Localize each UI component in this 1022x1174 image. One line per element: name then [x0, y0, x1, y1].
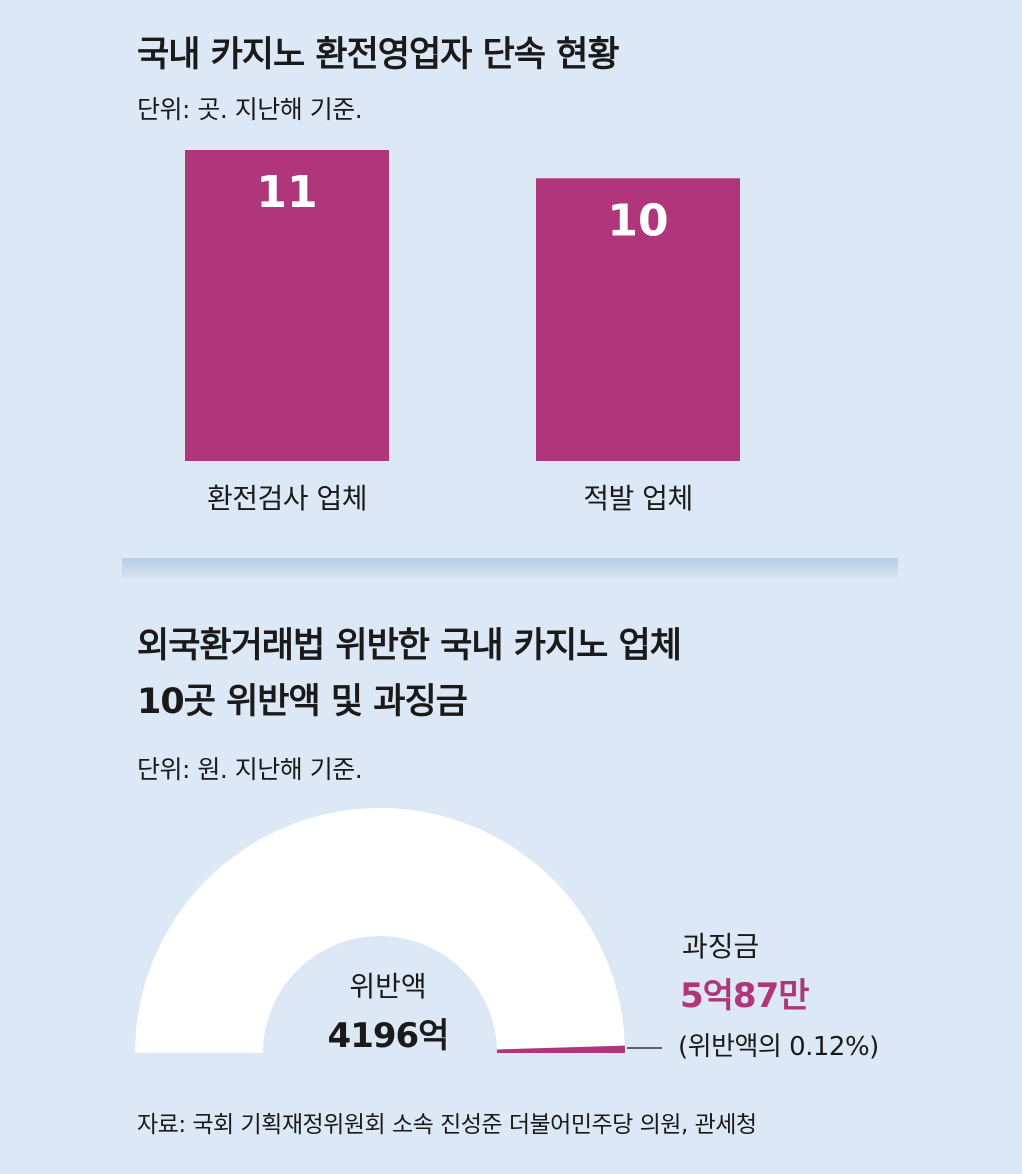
bar-value-label-1: 11	[256, 167, 317, 218]
bar-2	[536, 178, 740, 462]
donut-chart-title-line-1: 외국환거래법 위반한 국내 카지노 업체	[137, 626, 682, 666]
source-note: 자료: 국회 기획재정위원회 소속 진성준 더불어민주당 의원, 관세청	[137, 1112, 757, 1138]
bar-chart-title: 국내 카지노 환전영업자 단속 현황	[137, 35, 620, 75]
bar-chart: 11 환전검사 업체 10 적발 업체	[185, 150, 740, 515]
bar-1	[185, 150, 389, 461]
violation-value: 4196억	[327, 1016, 450, 1056]
violation-label: 위반액	[349, 970, 427, 1003]
section-divider	[122, 558, 898, 578]
bar-chart-unit: 단위: 곳. 지난해 기준.	[137, 95, 363, 124]
penalty-note: (위반액의 0.12%)	[678, 1032, 879, 1062]
donut-chart-unit: 단위: 원. 지난해 기준.	[137, 755, 363, 784]
bar-category-label-1: 환전검사 업체	[207, 482, 367, 515]
bar-value-label-2: 10	[607, 195, 668, 246]
penalty-label: 과징금	[682, 930, 760, 963]
penalty-value: 5억87만	[680, 976, 810, 1016]
bar-category-label-2: 적발 업체	[583, 482, 692, 515]
donut-chart-title-line-2: 10곳 위반액 및 과징금	[137, 682, 468, 722]
donut-slice-penalty	[496, 1045, 625, 1053]
donut-chart	[135, 807, 662, 1053]
donut-slice-violation	[135, 807, 625, 1053]
